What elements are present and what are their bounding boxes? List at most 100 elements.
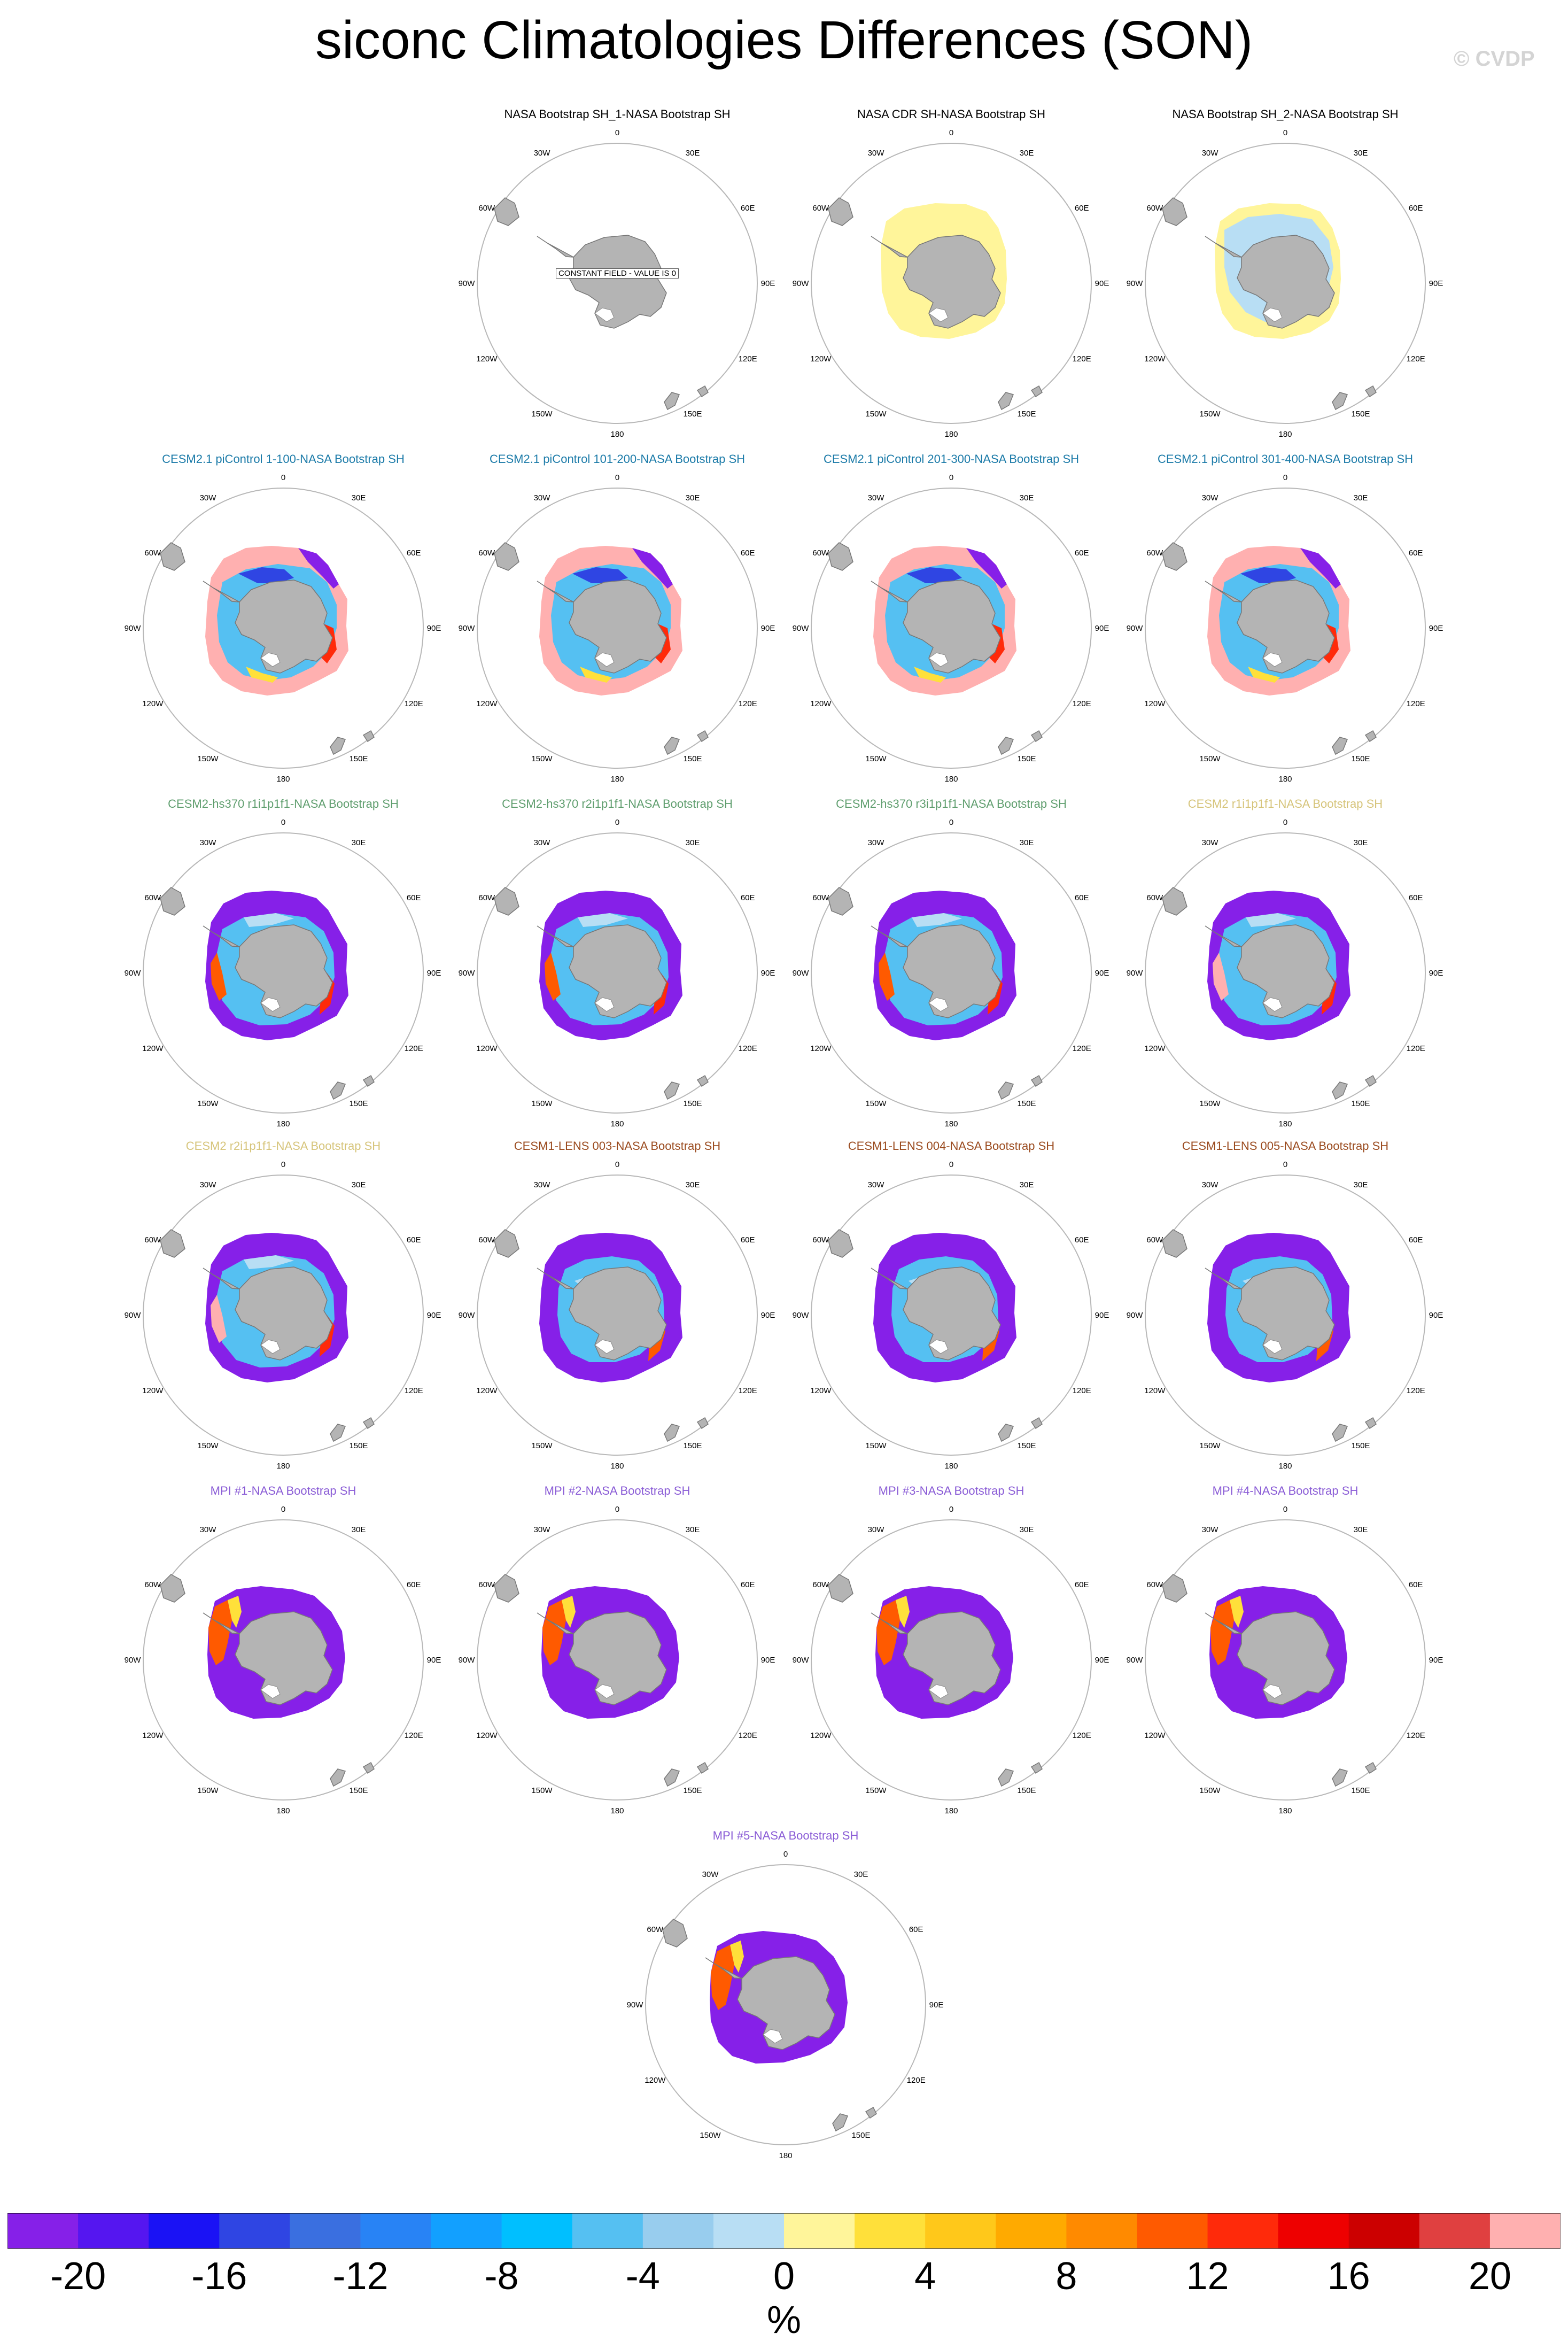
longitude-label: 30W [534,149,551,158]
longitude-label: 60E [1409,1580,1423,1589]
longitude-label: 30E [1354,1525,1368,1534]
polar-stereographic-map: 0 30E 60E 90E 120E 150E 180 150W 120W 90W 60W 30W [459,473,775,784]
longitude-label: 90E [1429,969,1443,978]
longitude-label: 30W [1202,149,1219,158]
longitude-label: 150W [531,1441,553,1450]
colorbar-box [1207,2213,1279,2248]
south-america-land [494,197,519,226]
antarctic-peninsula [1205,925,1242,947]
panel-title: CESM2 r2i1p1f1-NASA Bootstrap SH [185,1139,381,1153]
polar-stereographic-map: 0 30E 60E 90E 120E 150E 180 150W 120W 90W 60W 30W [627,1850,944,2160]
longitude-label: 120E [739,354,757,364]
map-panel: CESM2-hs370 r2i1p1f1-NASA Bootstrap SH 0 3… [452,797,783,1139]
longitude-label: 60E [741,548,755,558]
ice-negative-patch [906,567,962,583]
longitude-label: 60W [1146,204,1163,213]
panel-title: MPI #1-NASA Bootstrap SH [210,1484,356,1497]
longitude-label: 120W [810,1386,832,1395]
panel-title: MPI #5-NASA Bootstrap SH [712,1829,859,1842]
longitude-label: 60W [812,1580,829,1589]
colorbar-box [784,2213,855,2248]
polar-stereographic-map: 0 30E 60E 90E 120E 150E 180 150W 120W 90W 60W 30W [1127,473,1443,784]
longitude-label: 30E [352,838,366,847]
tasmania-land [1030,385,1043,398]
longitude-label: 120E [405,1731,423,1740]
longitude-label: 60E [1075,204,1089,213]
longitude-label: 30W [868,149,885,158]
new-zealand-land [998,1081,1014,1100]
new-zealand-land [1332,737,1348,755]
tasmania-land [362,1417,375,1430]
longitude-label: 120W [476,1731,498,1740]
ross-ice-shelf [594,307,615,322]
longitude-label: 90W [1127,624,1144,633]
ice-positive-patch [896,1596,910,1628]
longitude-label: 90E [427,624,441,633]
longitude-label: 180 [1278,775,1292,784]
longitude-label: 0 [1283,818,1287,827]
longitude-label: 150W [531,1786,553,1795]
new-zealand-land [330,1768,346,1787]
south-america-land [1162,197,1187,226]
antarctica-landmass [235,579,333,674]
longitude-label: 90W [459,279,476,288]
antarctic-peninsula [537,1612,574,1634]
map-panel: CESM2.1 piControl 201-300-NASA Bootstrap… [786,452,1117,794]
panel-title: CESM2-hs370 r2i1p1f1-NASA Bootstrap SH [502,797,733,810]
longitude-label: 60W [812,204,829,213]
panel-title: CESM1-LENS 005-NASA Bootstrap SH [1182,1139,1389,1153]
colorbar-box [1137,2213,1208,2248]
longitude-label: 150E [683,754,702,763]
longitude-label: 180 [610,1462,624,1471]
tasmania-land [1030,1417,1043,1430]
south-america-land [160,1574,185,1603]
longitude-label: 0 [949,1160,953,1169]
colorbar-box [78,2213,149,2248]
antarctica-landmass [235,924,333,1018]
map-panel: CESM2 r1i1p1f1-NASA Bootstrap SH 0 30E 60E 9… [1120,797,1451,1139]
antarctic-peninsula [203,1612,240,1634]
panel-title: MPI #2-NASA Bootstrap SH [544,1484,690,1497]
longitude-label: 120W [142,1386,164,1395]
tasmania-land [865,2106,877,2119]
longitude-label: 150W [197,1441,219,1450]
colorbar-tick-label: -4 [625,2255,660,2298]
colorbar-box [1419,2213,1491,2248]
longitude-label: 90W [793,624,810,633]
longitude-label: 60E [407,1580,421,1589]
ice-positive-patch [228,1596,242,1628]
ross-ice-shelf [594,1684,615,1699]
longitude-label: 0 [949,128,953,137]
longitude-label: 150W [865,1441,887,1450]
longitude-label: 0 [615,1505,619,1514]
polar-stereographic-map: 0 30E 60E 90E 120E 150E 180 150W 120W 90W 60W 30W [459,128,775,439]
polar-stereographic-map: 0 30E 60E 90E 120E 150E 180 150W 120W 90W 60W 30W [793,128,1109,439]
colorbar-tick-label: 20 [1468,2255,1511,2298]
antarctica-landmass [903,235,1001,329]
colorbar-tick-label: 0 [773,2255,795,2298]
map-panel: NASA Bootstrap SH_1-NASA Bootstrap SH 0 30… [452,107,783,449]
longitude-label: 150E [1351,1441,1370,1450]
longitude-label: 120W [476,699,498,708]
longitude-label: 90W [1127,1311,1144,1320]
south-america-land [828,197,853,226]
ice-strong-negative-region [632,548,673,589]
longitude-label: 0 [1283,128,1287,137]
ice-strong-negative-region [966,548,1007,589]
longitude-label: 150E [683,1786,702,1795]
polar-stereographic-map: 0 30E 60E 90E 120E 150E 180 150W 120W 90W 60W 30W [1127,1160,1443,1471]
antarctica-landmass [1237,235,1335,329]
longitude-label: 60W [1146,1235,1163,1245]
longitude-label: 30W [534,838,551,847]
longitude-label: 60E [909,1925,923,1934]
colorbar-tick-label: 12 [1186,2255,1229,2298]
ross-ice-shelf [1262,1684,1283,1699]
longitude-label: 90W [125,1311,142,1320]
map-panel: CESM1-LENS 005-NASA Bootstrap SH 0 30E 60E 9… [1120,1139,1451,1481]
ross-ice-shelf [1262,652,1283,667]
map-panel: CESM1-LENS 004-NASA Bootstrap SH 0 30E 60E 9… [786,1139,1117,1481]
longitude-label: 180 [610,1119,624,1129]
longitude-label: 90W [793,279,810,288]
longitude-label: 60E [1075,1235,1089,1245]
longitude-label: 30E [1020,149,1034,158]
